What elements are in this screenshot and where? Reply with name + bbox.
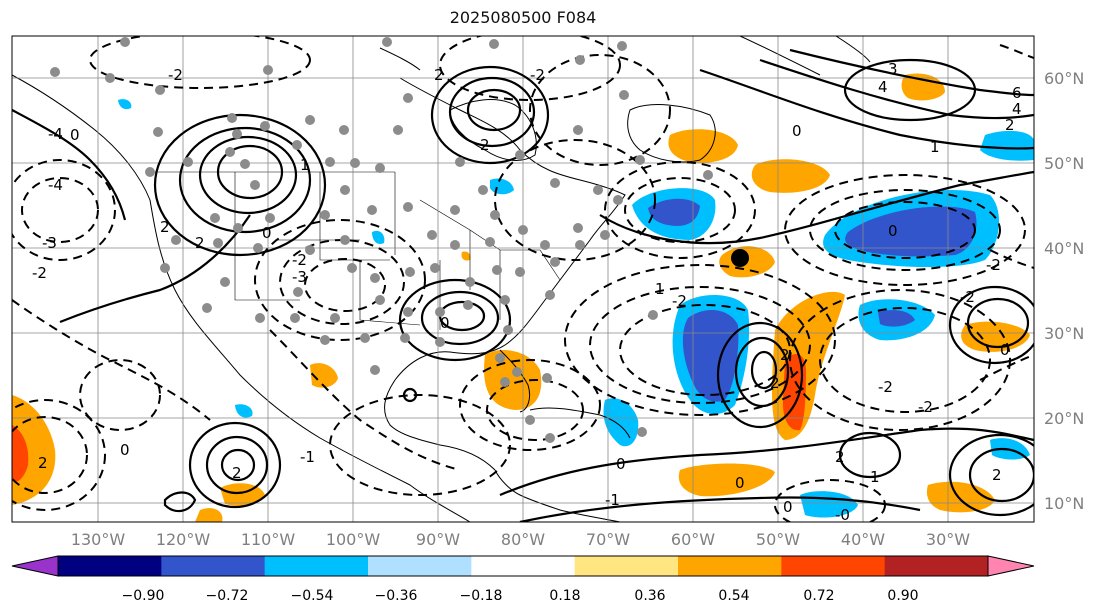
svg-text:0: 0 [792, 122, 802, 140]
colorbar-segments [58, 556, 989, 576]
svg-text:2: 2 [195, 234, 205, 252]
lon-label: 40°W [841, 530, 885, 549]
colorbar-tick-label: 0.90 [887, 588, 918, 604]
svg-text:2: 2 [480, 136, 490, 154]
lat-label: 30°N [1044, 324, 1084, 343]
svg-text:4: 4 [1012, 100, 1022, 118]
svg-text:0: 0 [262, 224, 272, 242]
svg-text:-0: -0 [835, 506, 850, 524]
colorbar-tick-label: −0.90 [122, 588, 165, 604]
svg-text:0: 0 [735, 474, 745, 492]
svg-text:-3: -3 [292, 268, 307, 286]
svg-text:-2: -2 [918, 398, 933, 416]
gridlines [12, 36, 1034, 522]
colorbar-tick-label: −0.72 [206, 588, 249, 604]
colorbar-tick-label: 0.36 [634, 588, 665, 604]
colorbar-segment [471, 556, 576, 576]
colorbar-segment [58, 556, 162, 576]
latitude-labels: 60°N 50°N 40°N 30°N 20°N 10°N [1044, 69, 1084, 513]
colorbar-segment [161, 556, 266, 576]
lat-label: 20°N [1044, 409, 1084, 428]
svg-text:1: 1 [930, 138, 940, 156]
colorbar-left-extension [11, 555, 59, 577]
colorbar-tick-label: 0.18 [549, 588, 580, 604]
svg-text:-2: -2 [960, 288, 975, 306]
colorbar-tick-label: −0.36 [375, 588, 418, 604]
longitude-labels: 130°W 120°W 110°W 100°W 90°W 80°W 70°W 6… [71, 530, 970, 549]
svg-text:-1: -1 [605, 491, 620, 509]
colorbar-tick-label: 0.72 [803, 588, 834, 604]
svg-text:-2: -2 [672, 292, 687, 310]
svg-text:1: 1 [300, 156, 310, 174]
svg-text:-3: -3 [42, 234, 57, 252]
svg-text:0: 0 [70, 126, 80, 144]
svg-text:2: 2 [770, 374, 780, 392]
svg-text:0: 0 [120, 441, 130, 459]
colorbar-segment [264, 556, 369, 576]
svg-text:1: 1 [655, 280, 665, 298]
colorbar-tick-labels: −0.90 −0.72 −0.54 −0.36 −0.18 0.18 0.36 … [122, 588, 919, 604]
svg-text:6: 6 [1012, 84, 1022, 102]
map-frame [11, 35, 1035, 523]
lon-label: 100°W [326, 530, 381, 549]
lon-label: 50°W [756, 530, 800, 549]
contour-labels: -4-3-2 -2-4 0 22-2 -302 2 -21 -200 22 -2 -2… [32, 60, 1022, 524]
lon-label: 70°W [586, 530, 630, 549]
colorbar-segment [884, 556, 989, 576]
lon-label: 130°W [71, 530, 126, 549]
svg-text:2: 2 [38, 454, 48, 472]
svg-text:-4: -4 [48, 125, 63, 143]
highlighted-point-marker [731, 249, 749, 267]
svg-text:-4: -4 [48, 176, 63, 194]
lon-label: 80°W [501, 530, 545, 549]
svg-text:-2: -2 [292, 251, 307, 269]
colorbar-frame [57, 555, 989, 577]
colorbar-right-extension [987, 555, 1035, 577]
lat-label: 40°N [1044, 239, 1084, 258]
svg-text:4: 4 [878, 78, 888, 96]
svg-text:0: 0 [783, 498, 793, 516]
colorbar-tick-label: −0.54 [291, 588, 334, 604]
svg-text:-2: -2 [530, 66, 545, 84]
svg-text:-2: -2 [878, 378, 893, 396]
lon-label: 30°W [926, 530, 970, 549]
colorbar-segment [368, 556, 472, 576]
svg-text:0: 0 [1000, 341, 1010, 359]
svg-text:2: 2 [232, 464, 242, 482]
colorbar-segment [574, 556, 679, 576]
svg-text:2: 2 [835, 448, 845, 466]
svg-text:-1: -1 [300, 448, 315, 466]
svg-text:1: 1 [870, 468, 880, 486]
colorbar-tick-label: −0.18 [460, 588, 503, 604]
lat-label: 50°N [1044, 154, 1084, 173]
positive-contours [12, 48, 1034, 522]
lat-label: 10°N [1044, 494, 1084, 513]
colorbar: −0.90 −0.72 −0.54 −0.36 −0.18 0.18 0.36 … [11, 555, 1035, 604]
lat-label: 60°N [1044, 69, 1084, 88]
svg-text:2: 2 [434, 66, 444, 84]
colorbar-tick-label: 0.54 [718, 588, 749, 604]
svg-text:2: 2 [992, 466, 1002, 484]
svg-text:-2: -2 [32, 264, 47, 282]
svg-text:-2: -2 [168, 66, 183, 84]
svg-text:0: 0 [440, 314, 450, 332]
lon-label: 60°W [671, 530, 715, 549]
colorbar-segment [678, 556, 782, 576]
svg-text:2: 2 [780, 346, 790, 364]
map-title: 2025080500 F084 [449, 8, 597, 27]
lon-label: 120°W [156, 530, 211, 549]
svg-text:0: 0 [616, 455, 626, 473]
svg-text:-2: -2 [986, 256, 1001, 274]
negative-contours [12, 36, 1034, 522]
svg-text:3: 3 [888, 60, 898, 78]
lon-label: 110°W [241, 530, 296, 549]
lon-label: 90°W [416, 530, 460, 549]
colorbar-segment [781, 556, 886, 576]
station-dots [50, 37, 713, 443]
svg-text:0: 0 [888, 222, 898, 240]
svg-text:2: 2 [1005, 116, 1015, 134]
svg-text:2: 2 [160, 218, 170, 236]
